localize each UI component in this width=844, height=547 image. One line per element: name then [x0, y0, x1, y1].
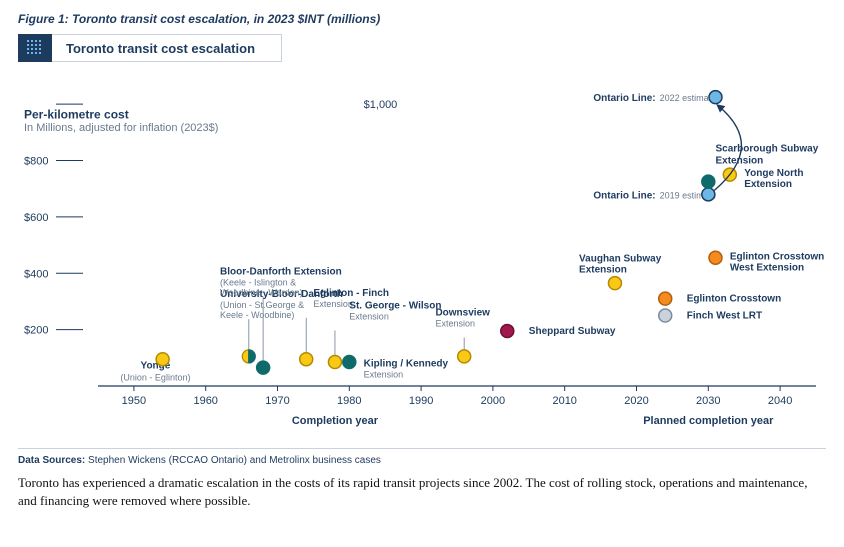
svg-text:1960: 1960 — [193, 395, 217, 407]
svg-text:Vaughan Subway: Vaughan Subway — [579, 254, 662, 265]
svg-text:1980: 1980 — [337, 395, 361, 407]
svg-text:Downsview: Downsview — [435, 308, 490, 319]
chart-title: Toronto transit cost escalation — [52, 34, 282, 62]
svg-text:Extension: Extension — [435, 319, 475, 329]
svg-text:(Keele - Islington &: (Keele - Islington & — [220, 278, 296, 288]
chart: $200 $400 $600 $800 $1,000 1950 1960 1970 1980 19… — [18, 66, 826, 446]
svg-text:2000: 2000 — [481, 395, 505, 407]
grid-icon — [18, 34, 52, 62]
svg-text:1990: 1990 — [409, 395, 433, 407]
svg-text:Sheppard Subway: Sheppard Subway — [529, 326, 616, 337]
svg-text:2020: 2020 — [624, 395, 648, 407]
svg-text:Yonge North: Yonge North — [744, 168, 803, 179]
figure-caption: Figure 1: Toronto transit cost escalatio… — [18, 12, 826, 26]
svg-text:$800: $800 — [24, 156, 48, 168]
sources-prefix: Data Sources: — [18, 455, 85, 466]
svg-text:Per-kilometre cost: Per-kilometre cost — [24, 107, 129, 121]
page: Figure 1: Toronto transit cost escalatio… — [0, 0, 844, 547]
data-sources: Data Sources: Stephen Wickens (RCCAO Ont… — [18, 448, 826, 466]
svg-text:2040: 2040 — [768, 395, 792, 407]
svg-text:Extension: Extension — [744, 179, 792, 190]
svg-text:Eglinton Crosstown: Eglinton Crosstown — [730, 251, 824, 262]
svg-text:$1,000: $1,000 — [364, 99, 398, 111]
svg-text:Kipling / Kennedy: Kipling / Kennedy — [364, 358, 449, 369]
svg-text:Eglinton Crosstown: Eglinton Crosstown — [687, 294, 781, 305]
svg-text:1970: 1970 — [265, 395, 289, 407]
svg-text:St. George - Wilson: St. George - Wilson — [349, 300, 441, 311]
chart-svg: $200 $400 $600 $800 $1,000 1950 1960 1970 1980 19… — [18, 66, 826, 446]
svg-text:(Union - Eglinton): (Union - Eglinton) — [120, 373, 190, 383]
svg-text:Keele - Woodbine): Keele - Woodbine) — [220, 310, 294, 320]
svg-text:Scarborough Subway: Scarborough Subway — [715, 144, 818, 155]
body-text: Toronto has experienced a dramatic escal… — [18, 474, 826, 509]
svg-text:Extension: Extension — [364, 369, 404, 379]
svg-text:1950: 1950 — [122, 395, 146, 407]
svg-text:$600: $600 — [24, 212, 48, 224]
svg-text:Extension: Extension — [579, 265, 627, 276]
svg-text:Planned completion year: Planned completion year — [643, 415, 774, 427]
svg-text:Extension: Extension — [313, 299, 353, 309]
svg-text:West Extension: West Extension — [730, 262, 804, 273]
title-bar: Toronto transit cost escalation — [18, 34, 826, 62]
svg-text:$200: $200 — [24, 325, 48, 337]
svg-text:Ontario Line:: Ontario Line: — [593, 93, 655, 104]
svg-text:2022 estimate: 2022 estimate — [660, 93, 717, 103]
sources-text: Stephen Wickens (RCCAO Ontario) and Metr… — [85, 455, 381, 466]
svg-text:(Union - St.George &: (Union - St.George & — [220, 300, 304, 310]
svg-text:Bloor-Danforth Extension: Bloor-Danforth Extension — [220, 267, 342, 278]
svg-text:2010: 2010 — [552, 395, 576, 407]
svg-text:Extension: Extension — [349, 311, 389, 321]
svg-text:Eglinton - Finch: Eglinton - Finch — [313, 288, 389, 299]
svg-text:Finch West LRT: Finch West LRT — [687, 311, 762, 322]
svg-text:$400: $400 — [24, 268, 48, 280]
svg-text:2030: 2030 — [696, 395, 720, 407]
svg-text:Woodbine - Warden): Woodbine - Warden) — [220, 288, 303, 298]
svg-text:Ontario Line:: Ontario Line: — [593, 190, 655, 201]
svg-text:In Millions, adjusted for infl: In Millions, adjusted for inflation (202… — [24, 122, 218, 134]
svg-text:Completion year: Completion year — [292, 415, 379, 427]
